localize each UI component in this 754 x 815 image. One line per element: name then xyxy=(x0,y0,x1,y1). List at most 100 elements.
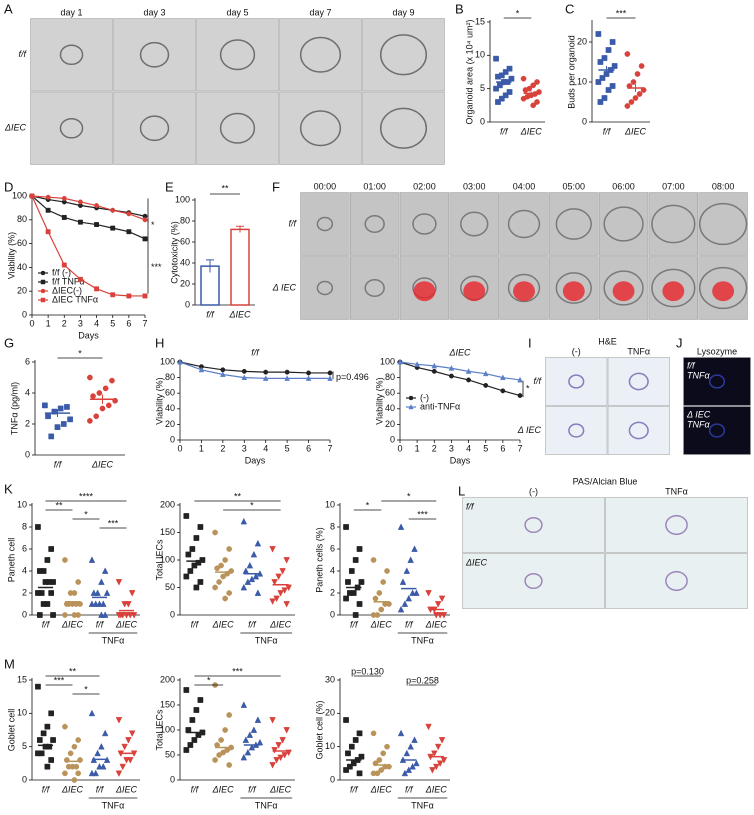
panel-letter: E xyxy=(165,179,174,194)
micrograph xyxy=(607,357,670,406)
panel-title: PAS/Alcian Blue xyxy=(573,476,638,486)
significance-label: *** xyxy=(108,518,119,528)
data-point xyxy=(126,293,132,299)
data-point xyxy=(403,749,411,757)
legend-marker xyxy=(40,279,46,285)
y-axis-label: Total IECs xyxy=(154,539,164,581)
data-point xyxy=(348,568,355,574)
data-point xyxy=(183,747,190,753)
significance-label: ** xyxy=(55,500,63,510)
treatment-label: TNFα xyxy=(411,800,434,810)
treatment-label: TNFα xyxy=(255,635,278,645)
data-point xyxy=(44,723,51,730)
y-tick-label: 0 xyxy=(390,434,395,444)
data-point xyxy=(493,55,499,62)
data-point xyxy=(98,742,105,750)
data-point xyxy=(36,737,43,743)
significance-label: * xyxy=(250,500,254,510)
panel-letter: G xyxy=(4,335,14,350)
panel-letter: K xyxy=(4,481,13,496)
data-point xyxy=(103,589,111,596)
data-point xyxy=(269,546,276,553)
data-point xyxy=(399,578,407,585)
data-point xyxy=(119,763,126,771)
micrograph xyxy=(607,406,670,455)
data-point xyxy=(35,683,41,690)
data-point xyxy=(636,91,643,97)
column-label: (-) xyxy=(572,346,581,356)
y-tick-label: 10 xyxy=(325,499,335,509)
data-point xyxy=(376,590,383,596)
data-point xyxy=(495,73,501,80)
data-point xyxy=(102,385,109,392)
data-point xyxy=(35,590,41,596)
data-point xyxy=(75,579,82,585)
organoid xyxy=(59,117,84,139)
data-point xyxy=(197,579,204,585)
data-point xyxy=(431,750,438,758)
data-point xyxy=(269,598,276,605)
data-point xyxy=(240,701,248,708)
data-point xyxy=(96,390,103,396)
x-tick-label: ΔIEC xyxy=(212,619,235,629)
data-point xyxy=(44,763,51,770)
data-point xyxy=(197,697,204,703)
data-point xyxy=(405,594,413,602)
organoid xyxy=(524,516,543,534)
dead-cells xyxy=(513,281,535,302)
x-tick-label: ΔIEC xyxy=(370,784,393,794)
data-point xyxy=(448,373,454,379)
x-tick-label: 6 xyxy=(306,443,311,453)
x-tick-label: 4 xyxy=(94,318,99,328)
data-point xyxy=(411,545,418,552)
data-point xyxy=(246,731,254,738)
organoid xyxy=(698,202,748,246)
column-label: day 5 xyxy=(226,7,248,17)
data-point xyxy=(67,590,74,596)
data-point xyxy=(77,276,83,282)
y-tick-label: 150 xyxy=(160,527,175,537)
series-line xyxy=(179,361,330,374)
series-line xyxy=(31,195,146,240)
y-tick-label: 2 xyxy=(22,587,27,597)
significance-label: **** xyxy=(79,491,94,501)
dead-cells xyxy=(413,281,436,302)
significance-label: ** xyxy=(69,666,77,676)
data-point xyxy=(214,565,220,572)
y-tick-label: 40 xyxy=(165,403,175,413)
organoid xyxy=(139,41,170,68)
organoid xyxy=(316,280,334,296)
micrograph xyxy=(449,192,499,256)
micrograph xyxy=(279,91,362,165)
organoid xyxy=(59,44,84,66)
column-label: (-) xyxy=(529,486,538,496)
data-point xyxy=(273,757,280,764)
y-axis-label: Viability (%) xyxy=(374,377,384,424)
data-point xyxy=(595,31,602,37)
significance-label: *** xyxy=(232,666,243,676)
organoid xyxy=(708,374,726,389)
treatment-label: TNFα xyxy=(102,635,125,645)
x-tick-label: 7 xyxy=(517,443,522,453)
data-point xyxy=(125,737,132,744)
legend-label: anti-TNFα xyxy=(420,401,460,411)
x-tick-label: ΔIEC xyxy=(228,309,251,319)
data-point xyxy=(197,524,204,530)
y-tick-label: 200 xyxy=(160,499,175,509)
organoid xyxy=(568,374,585,389)
data-point xyxy=(226,590,233,596)
column-label: 07:00 xyxy=(662,181,685,191)
organoid xyxy=(603,206,644,242)
significance-label: * xyxy=(407,491,411,501)
organoid xyxy=(219,112,256,144)
data-point xyxy=(628,99,635,105)
y-tick-label: 0 xyxy=(582,116,587,126)
data-point xyxy=(436,760,444,768)
panel-letter: A xyxy=(4,1,13,16)
significance-label: *** xyxy=(151,262,162,272)
data-point xyxy=(384,568,390,574)
organoid xyxy=(299,36,342,73)
legend-label: f/f TNFα xyxy=(52,276,85,286)
data-point xyxy=(198,366,205,373)
